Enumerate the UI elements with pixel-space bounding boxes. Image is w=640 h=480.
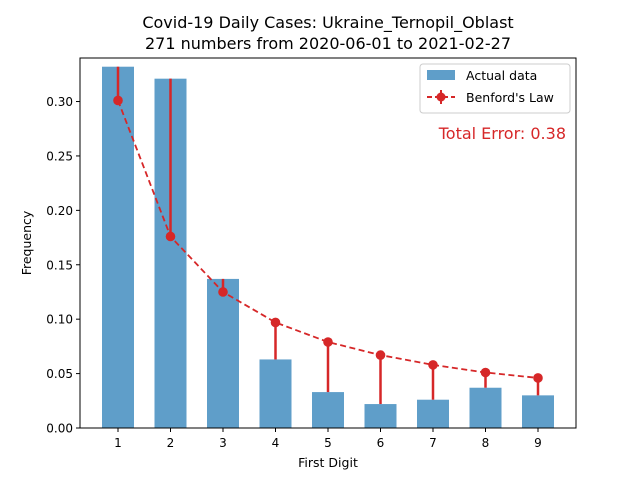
benford-point-digit-3	[218, 287, 228, 297]
bar-digit-6	[364, 404, 397, 428]
benford-series	[113, 95, 543, 383]
total-error-annotation: Total Error: 0.38	[438, 124, 566, 143]
benford-point-digit-1	[113, 95, 123, 106]
bar-digit-4	[259, 359, 292, 428]
legend-label-benford: Benford's Law	[466, 90, 554, 105]
y-tick-label-0.15: 0.15	[46, 258, 73, 272]
legend-label-actual: Actual data	[466, 68, 537, 83]
x-tick-label-6: 6	[377, 436, 385, 450]
y-tick-label-0.20: 0.20	[46, 204, 73, 218]
bar-digit-9	[522, 395, 554, 428]
benford-point-digit-6	[375, 350, 386, 360]
y-tick-label-0.10: 0.10	[46, 313, 73, 327]
legend-swatch-benford-marker	[436, 92, 446, 102]
bar-digit-7	[417, 399, 449, 428]
bar-digit-1	[102, 66, 134, 429]
bar-digit-5	[312, 392, 344, 428]
x-tick-label-9: 9	[534, 436, 542, 450]
error-lines	[116, 66, 540, 405]
x-tick-label-5: 5	[324, 436, 332, 450]
legend: Actual data Benford's Law	[419, 63, 571, 114]
y-axis-ticks: 0.00 0.05 0.10 0.15 0.20 0.25 0.30	[46, 95, 80, 436]
benford-point-digit-4	[270, 317, 281, 328]
x-tick-label-7: 7	[429, 436, 437, 450]
y-tick-label-0.00: 0.00	[46, 422, 73, 436]
benford-point-digit-7	[428, 360, 438, 370]
benford-point-digit-9	[533, 373, 543, 383]
x-axis-ticks: 1 2 3 4 5 6 7 8 9	[114, 428, 542, 450]
y-axis-label: Frequency	[19, 210, 34, 275]
x-tick-label-3: 3	[219, 436, 227, 450]
legend-box	[419, 63, 571, 114]
benford-point-digit-5	[323, 337, 333, 347]
x-tick-label-1: 1	[114, 436, 122, 450]
y-tick-label-0.05: 0.05	[46, 367, 73, 381]
bar-digit-8	[469, 387, 502, 428]
x-tick-label-8: 8	[482, 436, 490, 450]
x-tick-label-2: 2	[167, 436, 175, 450]
legend-swatch-actual	[427, 70, 455, 80]
benford-curve	[117, 100, 539, 379]
chart-title: Covid-19 Daily Cases: Ukraine_Ternopil_O…	[142, 13, 513, 33]
benford-point-digit-8	[480, 367, 491, 378]
y-tick-label-0.25: 0.25	[46, 149, 73, 163]
y-tick-label-0.30: 0.30	[46, 95, 73, 109]
chart-subtitle: 271 numbers from 2020-06-01 to 2021-02-2…	[145, 34, 511, 53]
x-axis-label: First Digit	[298, 455, 358, 470]
benford-point-digit-2	[165, 231, 176, 242]
x-tick-label-4: 4	[272, 436, 280, 450]
bar-digit-3	[207, 278, 239, 428]
